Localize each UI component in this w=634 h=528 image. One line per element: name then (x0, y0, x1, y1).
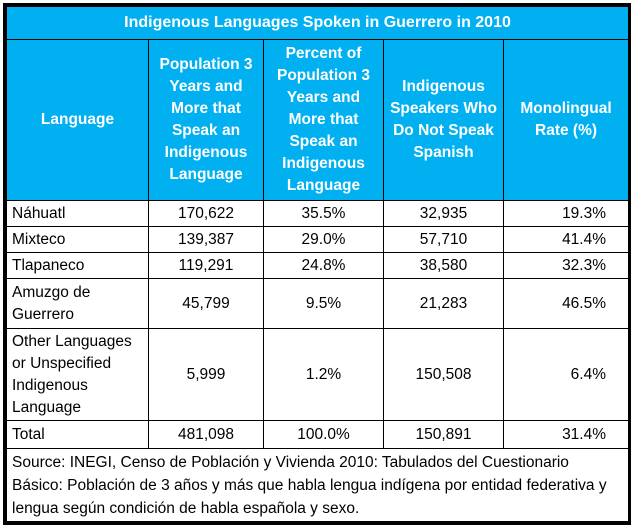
table-frame: Indigenous Languages Spoken in Guerrero … (3, 3, 631, 525)
column-header: Population 3 Years and More that Speak a… (148, 39, 264, 202)
value-cell: 38,580 (383, 252, 504, 280)
language-cell: Total (6, 420, 149, 450)
table-title: Indigenous Languages Spoken in Guerrero … (5, 5, 630, 41)
value-cell: 35.5% (263, 200, 384, 228)
title-row: Indigenous Languages Spoken in Guerrero … (5, 5, 630, 41)
value-cell: 45,799 (148, 278, 264, 330)
value-cell: 29.0% (263, 226, 384, 254)
source-note: Source: INEGI, Censo de Población y Vivi… (5, 448, 630, 522)
data-row: Amuzgo de Guerrero 45,799 9.5% 21,283 46.5% (6, 278, 630, 330)
language-cell: Tlapaneco (6, 252, 149, 280)
column-header: Percent of Population 3 Years and More t… (263, 39, 384, 202)
language-cell: Náhuatl (6, 200, 149, 228)
value-cell: 19.3% (502, 200, 630, 228)
value-cell: 21,283 (383, 278, 504, 330)
header-row: Language Population 3 Years and More that… (6, 39, 630, 202)
value-cell: 150,891 (383, 420, 504, 450)
value-cell: 46.5% (502, 278, 630, 330)
value-cell: 119,291 (148, 252, 264, 280)
value-cell: 139,387 (148, 226, 264, 254)
language-cell: Amuzgo de Guerrero (6, 278, 149, 330)
value-cell: 1.2% (263, 328, 384, 422)
value-cell: 481,098 (148, 420, 264, 450)
table: Indigenous Languages Spoken in Guerrero … (5, 5, 630, 522)
value-cell: 57,710 (383, 226, 504, 254)
source-row: Source: INEGI, Censo de Población y Vivi… (5, 448, 630, 522)
data-row: Náhuatl 170,622 35.5% 32,935 19.3% (6, 200, 630, 228)
data-row: Tlapaneco 119,291 24.8% 38,580 32.3% (6, 252, 630, 280)
value-cell: 6.4% (502, 328, 630, 422)
value-cell: 5,999 (148, 328, 264, 422)
data-row: Mixteco 139,387 29.0% 57,710 41.4% (6, 226, 630, 254)
column-header: Monolingual Rate (%) (502, 39, 630, 202)
language-cell: Mixteco (6, 226, 149, 254)
value-cell: 24.8% (263, 252, 384, 280)
value-cell: 31.4% (502, 420, 630, 450)
value-cell: 32.3% (502, 252, 630, 280)
data-row: Other Languages or Unspecified Indigenou… (6, 328, 630, 422)
value-cell: 150,508 (383, 328, 504, 422)
value-cell: 41.4% (502, 226, 630, 254)
language-cell: Other Languages or Unspecified Indigenou… (6, 328, 149, 422)
column-header: Language (6, 39, 149, 202)
value-cell: 9.5% (263, 278, 384, 330)
value-cell: 170,622 (148, 200, 264, 228)
data-row: Total 481,098 100.0% 150,891 31.4% (6, 420, 630, 450)
value-cell: 32,935 (383, 200, 504, 228)
value-cell: 100.0% (263, 420, 384, 450)
column-header: Indigenous Speakers Who Do Not Speak Spa… (383, 39, 504, 202)
